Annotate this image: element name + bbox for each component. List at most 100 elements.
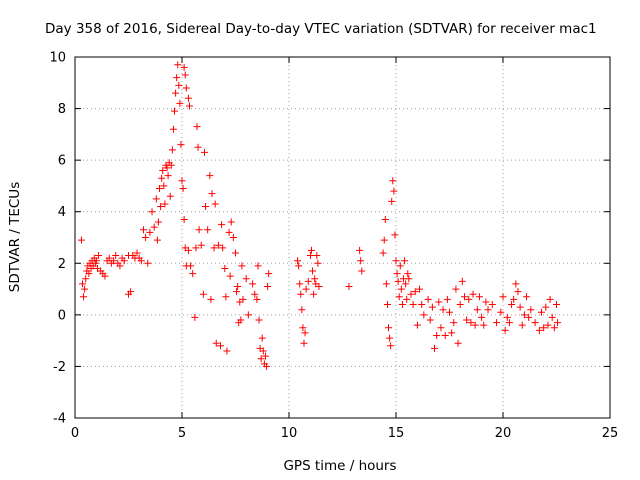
- data-point: [227, 218, 235, 226]
- data-point: [424, 295, 432, 303]
- data-point: [223, 347, 231, 355]
- data-point: [416, 285, 424, 293]
- data-point: [473, 306, 481, 314]
- x-tick-label: 25: [602, 426, 619, 441]
- data-point: [255, 316, 263, 324]
- data-point: [418, 301, 426, 309]
- data-point: [431, 344, 439, 352]
- data-point: [116, 262, 124, 270]
- x-tick-label: 15: [388, 426, 405, 441]
- data-point: [525, 313, 533, 321]
- data-point: [304, 277, 312, 285]
- data-point: [180, 63, 188, 71]
- data-point: [510, 295, 518, 303]
- data-point: [237, 316, 245, 324]
- data-point: [546, 295, 554, 303]
- data-point: [191, 313, 199, 321]
- data-point: [211, 200, 219, 208]
- data-point: [306, 252, 314, 260]
- data-point: [482, 298, 490, 306]
- data-point: [469, 290, 477, 298]
- data-point: [164, 172, 172, 180]
- data-point: [401, 257, 409, 265]
- data-point: [553, 301, 560, 309]
- data-point: [146, 228, 154, 236]
- data-point: [497, 308, 505, 316]
- data-point: [263, 362, 271, 370]
- data-point: [85, 270, 93, 278]
- data-point: [258, 334, 266, 342]
- data-point: [120, 257, 128, 265]
- y-tick-label: 4: [58, 205, 66, 220]
- data-point: [313, 252, 321, 260]
- data-point: [309, 267, 317, 275]
- data-point: [390, 187, 398, 195]
- data-point: [167, 161, 175, 169]
- data-point: [439, 306, 447, 314]
- data-points: [77, 61, 562, 370]
- data-point: [478, 313, 486, 321]
- data-point: [420, 311, 428, 319]
- data-point: [452, 285, 460, 293]
- data-point: [254, 262, 262, 270]
- data-point: [480, 321, 488, 329]
- data-point: [531, 319, 539, 327]
- data-point: [82, 275, 90, 283]
- data-point: [523, 293, 531, 301]
- data-point: [81, 285, 89, 293]
- data-point: [261, 352, 269, 360]
- data-point: [264, 282, 272, 290]
- data-point: [195, 226, 203, 234]
- data-point: [127, 288, 135, 296]
- data-point: [176, 99, 184, 107]
- data-point: [257, 355, 265, 363]
- data-point: [157, 203, 165, 211]
- data-point: [458, 277, 466, 285]
- data-point: [413, 321, 421, 329]
- data-point: [518, 321, 526, 329]
- data-point: [460, 293, 468, 301]
- data-point: [380, 236, 388, 244]
- data-point: [542, 303, 550, 311]
- data-point: [314, 259, 322, 267]
- data-point: [454, 339, 462, 347]
- data-point: [153, 236, 161, 244]
- data-point: [219, 244, 227, 252]
- data-point: [158, 174, 166, 182]
- data-point: [409, 301, 417, 309]
- data-point: [501, 326, 509, 334]
- data-point: [516, 303, 524, 311]
- data-point: [112, 252, 120, 260]
- data-point: [249, 280, 257, 288]
- data-point: [540, 324, 548, 332]
- y-axis-label: SDTVAR / TECUs: [7, 182, 23, 292]
- data-point: [514, 288, 522, 296]
- data-point: [397, 285, 405, 293]
- data-point: [210, 244, 218, 252]
- data-point: [503, 313, 511, 321]
- data-point: [185, 102, 193, 110]
- data-point: [133, 249, 141, 257]
- data-point: [239, 295, 247, 303]
- data-point: [467, 319, 475, 327]
- data-point: [181, 71, 189, 79]
- data-point: [163, 164, 171, 172]
- data-point: [307, 246, 315, 254]
- data-point: [538, 308, 546, 316]
- data-point: [379, 249, 387, 257]
- data-point: [535, 326, 543, 334]
- data-point: [105, 254, 113, 262]
- data-point: [302, 285, 310, 293]
- data-point: [174, 61, 182, 69]
- y-tick-label: 2: [58, 257, 66, 272]
- data-point: [488, 301, 496, 309]
- data-point: [214, 241, 222, 249]
- data-point: [315, 282, 323, 290]
- data-point: [173, 74, 181, 82]
- data-point: [184, 94, 192, 102]
- data-point: [356, 246, 364, 254]
- data-point: [484, 306, 492, 314]
- data-point: [450, 319, 458, 327]
- data-point: [381, 215, 389, 223]
